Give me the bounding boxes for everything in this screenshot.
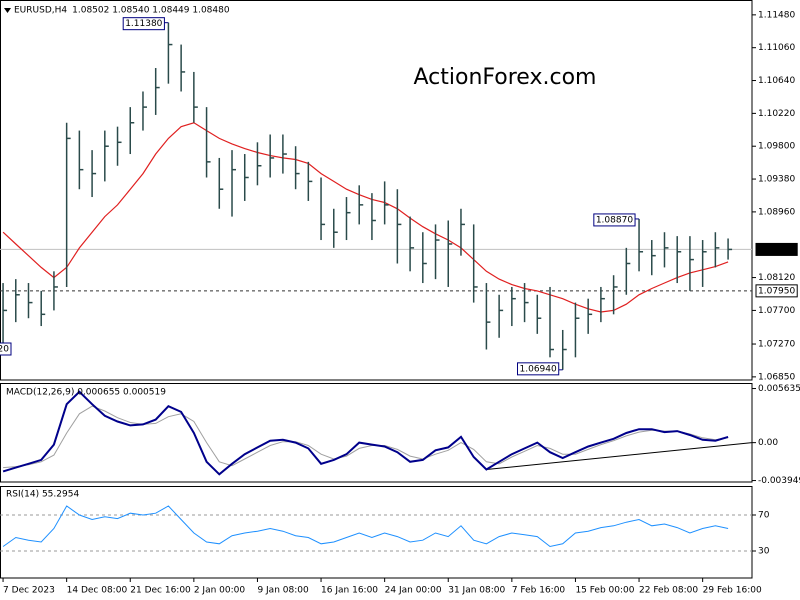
x-tick-label: 29 Feb 16:00 <box>703 586 762 596</box>
x-tick-label: 7 Feb 16:00 <box>512 586 566 596</box>
x-tick-label: 22 Feb 08:00 <box>639 586 698 596</box>
y-tick-label: 1.09800 <box>758 142 795 152</box>
x-tick-label: 9 Jan 08:00 <box>257 586 309 596</box>
panel-title: RSI(14) 55.2954 <box>6 490 79 500</box>
watermark: ActionForex.com <box>414 65 597 90</box>
y-tick-label: 1.10220 <box>758 109 795 119</box>
label-box <box>755 242 798 256</box>
x-tick-label: 7 Dec 2023 <box>3 586 55 596</box>
y-tick-label: -0.003949 <box>758 476 800 486</box>
y-tick-label: 0.00 <box>758 438 778 448</box>
x-tick-label: 21 Dec 16:00 <box>130 586 191 596</box>
y-tick-label: 1.11480 <box>758 10 795 20</box>
macd-panel <box>0 383 753 483</box>
moving-average <box>2 122 729 313</box>
price-label: 1.08870 <box>596 215 633 225</box>
label-box <box>122 17 165 31</box>
y-tick-label: 30 <box>758 547 770 557</box>
y-tick-label: 1.06850 <box>758 372 795 382</box>
label-box <box>517 362 560 376</box>
x-tick-label: 31 Jan 08:00 <box>448 586 505 596</box>
price-panel <box>0 0 753 381</box>
y-tick-label: 1.07270 <box>758 340 795 350</box>
symbol-icon <box>4 8 11 13</box>
price-label: 1.06940 <box>520 364 557 374</box>
x-tick-label: 14 Dec 08:00 <box>67 586 128 596</box>
panel-title: EURUSD,H4 <box>14 6 67 16</box>
indicator-line <box>2 390 729 476</box>
price-label: 20 <box>0 345 9 355</box>
y-tick-label: 70 <box>758 511 770 521</box>
price-label: 1.07950 <box>758 286 795 296</box>
y-tick-label: 1.09380 <box>758 175 795 185</box>
ohlc-values: 1.08502 1.08540 1.08449 1.08480 <box>72 6 230 16</box>
x-tick-label: 24 Jan 00:00 <box>385 586 442 596</box>
price-label: 1.11380 <box>125 19 162 29</box>
rsi-panel <box>0 486 753 579</box>
price-label: 1.08480 <box>758 245 795 255</box>
y-tick-label: 0.005635 <box>758 384 800 394</box>
indicator-line <box>2 505 729 548</box>
y-tick-label: 1.08120 <box>758 273 795 283</box>
y-tick-label: 1.08960 <box>758 207 795 217</box>
panel-title: MACD(12,26,9) 0.000655 0.000519 <box>6 388 166 398</box>
x-tick-label: 2 Jan 00:00 <box>194 586 246 596</box>
y-tick-label: 1.07700 <box>758 306 795 316</box>
x-tick-label: 16 Jan 16:00 <box>321 586 378 596</box>
label-box <box>755 284 798 298</box>
x-tick-label: 15 Feb 00:00 <box>575 586 634 596</box>
y-tick-label: 1.11060 <box>758 43 795 53</box>
y-tick-label: 1.10640 <box>758 76 795 86</box>
label-box <box>0 342 12 356</box>
label-box <box>593 213 636 227</box>
trendline <box>486 442 753 471</box>
indicator-line <box>3 405 729 469</box>
